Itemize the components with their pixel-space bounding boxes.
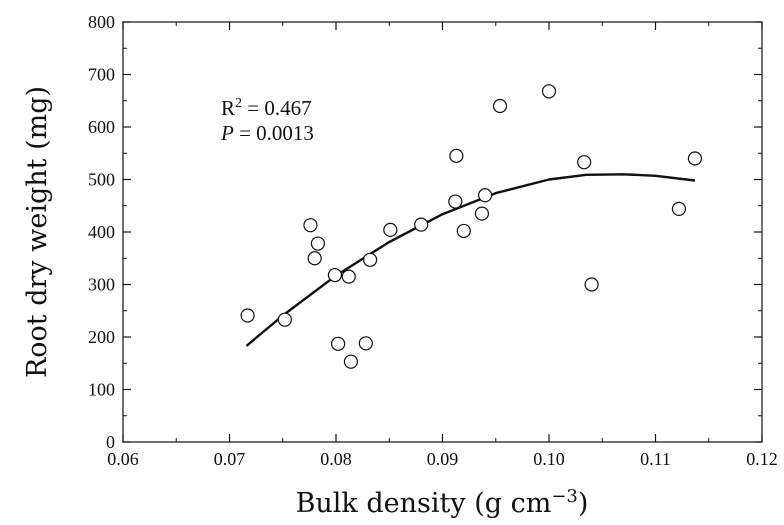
data-point: [474, 206, 490, 221]
y-tick-label: 800: [88, 12, 115, 32]
data-point: [414, 217, 429, 232]
y-tick-label: 300: [88, 275, 115, 295]
r2-superscript: 2: [235, 96, 242, 111]
data-point: [343, 354, 359, 369]
x-axis-title-main: Bulk density (g cm: [296, 488, 552, 519]
data-point: [303, 218, 318, 233]
p-label: P: [220, 121, 234, 145]
data-point: [358, 336, 373, 351]
data-point: [448, 194, 463, 209]
y-tick-label: 400: [88, 222, 115, 242]
data-point: [310, 236, 325, 251]
data-point: [327, 267, 343, 283]
data-point: [687, 151, 703, 166]
data-point: [240, 308, 255, 323]
data-point: [478, 188, 493, 203]
data-point: [449, 148, 464, 163]
x-tick-label: 0.07: [214, 449, 246, 469]
x-tick-label: 0.09: [427, 449, 459, 469]
x-tick-label: 0.08: [320, 449, 352, 469]
data-point: [331, 336, 346, 351]
data-point: [584, 277, 599, 292]
x-tick-label: 0.12: [746, 449, 778, 469]
y-tick-label: 0: [106, 432, 115, 452]
x-tick-label: 0.11: [640, 449, 671, 469]
data-point: [492, 98, 508, 114]
y-tick-label: 200: [88, 327, 115, 347]
fit-curve-group: [245, 173, 696, 347]
data-points: [240, 84, 703, 369]
r-squared-annotation: R2 = 0.467: [221, 96, 312, 120]
x-axis: 0.06 0.07 0.08 0.09 0.10 0.11 0.12: [107, 22, 778, 469]
x-axis-title: Bulk density (g cm−3): [296, 486, 589, 519]
y-tick-label: 600: [88, 117, 115, 137]
fit-curve: [245, 173, 696, 347]
data-point: [307, 251, 322, 266]
r2-prefix: R: [221, 96, 235, 120]
data-point: [341, 269, 356, 284]
p-value: = 0.0013: [234, 121, 314, 145]
x-axis-title-superscript: −3: [551, 486, 578, 507]
y-tick-label: 100: [88, 380, 115, 400]
y-tick-label: 500: [88, 170, 115, 190]
data-point: [277, 312, 292, 327]
data-point: [383, 222, 398, 237]
y-axis: 0 100 200 300 400 500 600 700 800: [88, 12, 762, 452]
y-tick-label: 700: [88, 65, 115, 85]
data-point: [541, 84, 557, 99]
x-tick-label: 0.10: [533, 449, 565, 469]
x-axis-title-end: ): [578, 488, 589, 519]
y-axis-title: Root dry weight (mg): [22, 86, 53, 378]
data-point: [456, 223, 471, 239]
x-tick-label: 0.06: [107, 449, 139, 469]
data-point: [362, 252, 378, 267]
data-point: [577, 155, 592, 170]
plot-frame: [122, 21, 763, 443]
r2-value: = 0.467: [242, 96, 312, 120]
data-point: [671, 201, 687, 216]
p-value-annotation: P = 0.0013: [220, 121, 314, 145]
